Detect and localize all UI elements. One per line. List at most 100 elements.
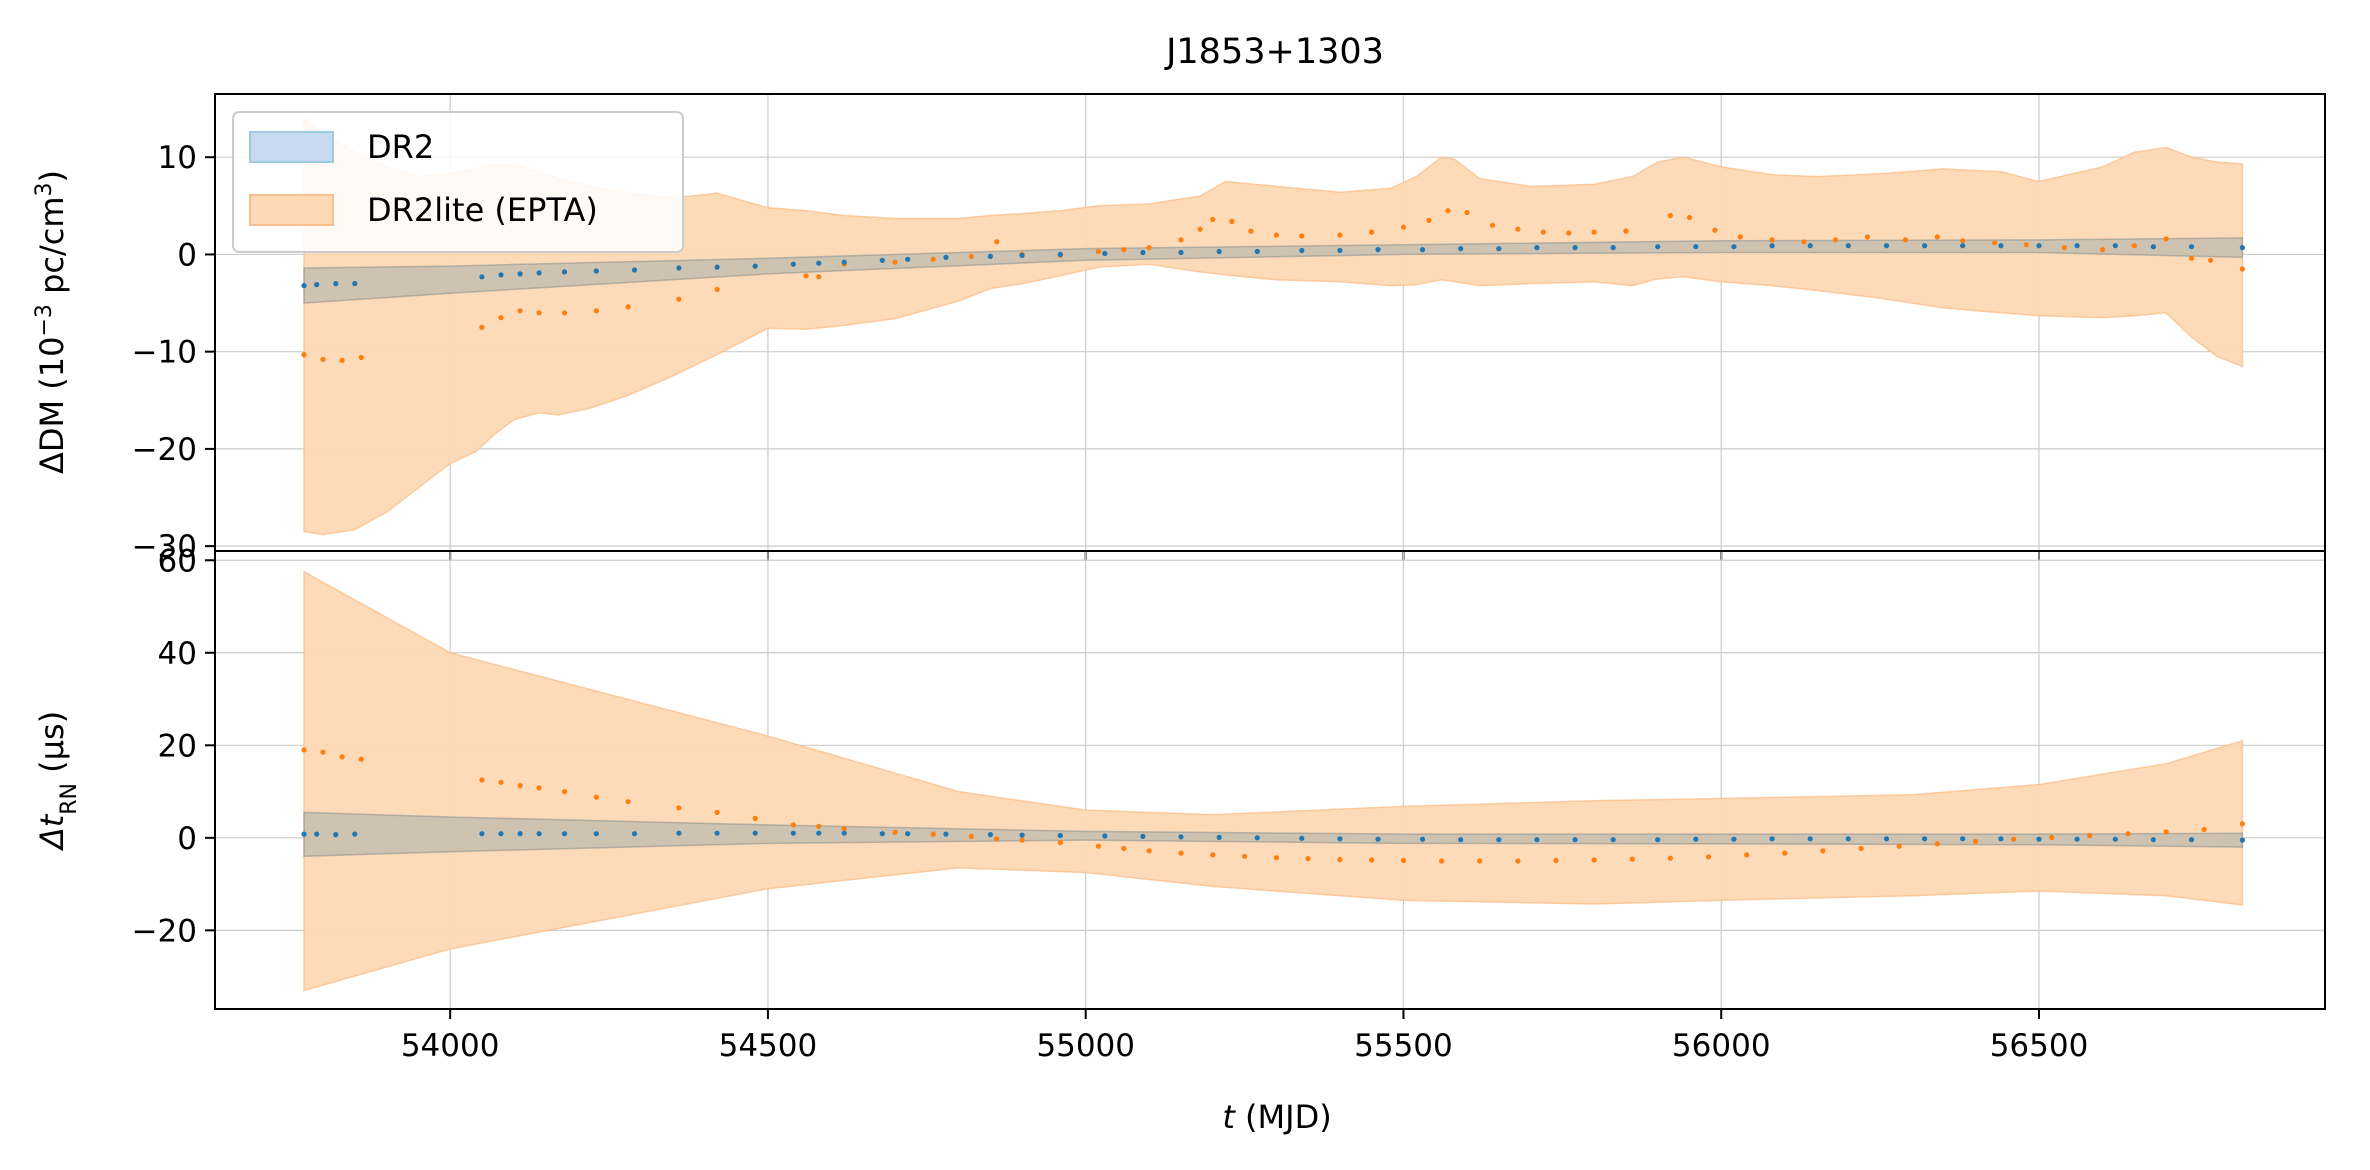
- bottom-point-dr2: [879, 831, 885, 837]
- bottom-point-dr2lite: [517, 783, 523, 789]
- bottom-point-dr2lite: [2163, 829, 2169, 835]
- top-point-dr2: [1254, 248, 1260, 255]
- top-point-dr2lite: [1229, 218, 1235, 224]
- top-point-dr2lite: [593, 308, 599, 314]
- top-point-dr2lite: [803, 273, 809, 279]
- bottom-point-dr2lite: [2201, 826, 2207, 833]
- top-point-dr2: [1216, 248, 1222, 255]
- bottom-point-dr2: [1998, 836, 2004, 842]
- bottom-point-dr2lite: [994, 836, 1000, 842]
- x-tick-label: 55000: [1036, 1028, 1135, 1064]
- bottom-point-dr2lite: [1820, 848, 1826, 854]
- top-y-ticks: −30 −20 −10 0 10: [132, 140, 2041, 565]
- x-label-unit-text: (MJD): [1245, 1098, 1332, 1136]
- top-point-dr2lite: [1489, 222, 1495, 228]
- bottom-point-dr2lite: [841, 826, 847, 832]
- top-y-tick-label: −20: [132, 432, 197, 468]
- bottom-point-dr2: [790, 830, 796, 836]
- top-point-dr2lite: [320, 356, 326, 362]
- top-point-dr2: [498, 272, 504, 278]
- x-tick-label: 54000: [401, 1028, 500, 1064]
- bottom-plot-area: [301, 570, 2245, 992]
- x-tick-label: 56000: [1672, 1028, 1771, 1064]
- x-label-var: t: [1222, 1098, 1236, 1136]
- bottom-point-dr2: [943, 831, 949, 837]
- bottom-point-dr2lite: [1273, 855, 1279, 861]
- top-ylabel-sup1: −3: [32, 304, 57, 336]
- bottom-point-dr2lite: [339, 754, 345, 760]
- top-point-dr2: [943, 254, 949, 260]
- x-label-unit: [1235, 1098, 1245, 1136]
- bottom-y-tick-label: 40: [158, 636, 197, 672]
- top-point-dr2: [1458, 246, 1464, 252]
- top-point-dr2lite: [1178, 237, 1184, 243]
- bottom-point-dr2: [841, 830, 847, 836]
- bottom-point-dr2lite: [1629, 856, 1635, 862]
- top-point-dr2: [1102, 250, 1108, 257]
- top-point-dr2: [1534, 245, 1540, 251]
- bottom-point-dr2lite: [1782, 850, 1788, 856]
- bottom-point-dr2: [1807, 836, 1813, 842]
- top-point-dr2lite: [1121, 247, 1127, 253]
- bottom-point-dr2lite: [1934, 841, 1940, 847]
- bottom-y-tick-label: 20: [158, 728, 197, 764]
- bottom-point-dr2lite: [1591, 857, 1597, 863]
- top-point-dr2lite: [676, 296, 682, 302]
- top-point-dr2lite: [714, 286, 720, 292]
- bottom-point-dr2lite: [2049, 834, 2055, 841]
- bottom-point-dr2lite: [1744, 852, 1750, 858]
- top-point-dr2: [790, 261, 796, 267]
- top-panel: −30 −20 −10 0 10 ΔDM (10−3 pc/cm3): [32, 93, 2326, 565]
- x-tick-label: 54500: [719, 1028, 818, 1064]
- top-point-dr2lite: [2163, 236, 2169, 242]
- bottom-point-dr2lite: [714, 809, 720, 816]
- bottom-point-dr2lite: [1019, 837, 1025, 843]
- bottom-point-dr2: [2150, 837, 2156, 843]
- top-point-dr2lite: [1445, 208, 1451, 214]
- bottom-point-dr2: [676, 830, 682, 836]
- bottom-point-dr2lite: [1705, 854, 1712, 860]
- top-point-dr2: [1998, 243, 2004, 249]
- top-point-dr2lite: [1902, 237, 1909, 243]
- bottom-point-dr2: [1458, 837, 1464, 843]
- top-y-tick-label: 0: [177, 237, 197, 273]
- bottom-point-dr2: [2239, 837, 2245, 843]
- top-point-dr2lite: [2188, 255, 2195, 261]
- top-point-dr2: [676, 265, 682, 271]
- bottom-point-dr2: [1655, 837, 1661, 843]
- top-point-dr2: [2074, 243, 2080, 249]
- top-point-dr2: [1807, 243, 1813, 249]
- top-point-dr2: [1883, 243, 1890, 249]
- bottom-point-dr2lite: [358, 756, 364, 762]
- top-point-dr2: [2036, 243, 2042, 249]
- top-point-dr2: [561, 269, 568, 275]
- top-point-dr2lite: [517, 308, 523, 314]
- top-point-dr2lite: [1960, 238, 1966, 244]
- top-point-dr2: [1140, 249, 1146, 256]
- top-point-dr2: [1845, 243, 1851, 249]
- bottom-point-dr2lite: [2239, 821, 2245, 827]
- bottom-point-dr2: [479, 831, 485, 837]
- bottom-point-dr2lite: [1178, 850, 1184, 856]
- top-point-dr2: [1769, 243, 1775, 249]
- bottom-point-dr2lite: [930, 831, 936, 837]
- bottom-point-dr2: [752, 830, 758, 836]
- top-point-dr2: [987, 253, 994, 259]
- bottom-point-dr2: [1610, 837, 1616, 843]
- bottom-point-dr2: [1102, 833, 1108, 839]
- top-point-dr2lite: [1210, 216, 1216, 222]
- top-point-dr2: [1019, 252, 1025, 258]
- top-point-dr2: [2188, 244, 2195, 250]
- top-point-dr2lite: [358, 354, 364, 361]
- bottom-point-dr2: [1254, 835, 1260, 841]
- top-point-dr2lite: [1515, 226, 1521, 232]
- bottom-y-tick-label: −20: [132, 913, 197, 949]
- top-point-dr2lite: [1400, 224, 1407, 230]
- bottom-y-tick-label: 0: [177, 821, 197, 857]
- top-point-dr2lite: [1197, 226, 1203, 232]
- bottom-point-dr2lite: [1477, 858, 1483, 864]
- top-point-dr2: [752, 263, 758, 269]
- top-point-dr2lite: [1337, 232, 1343, 238]
- bottom-panel: −20 0 20 40 60 54000 54500 55000 55500 56000 5650…: [33, 543, 2326, 1064]
- top-y-tick-label: 10: [158, 140, 197, 176]
